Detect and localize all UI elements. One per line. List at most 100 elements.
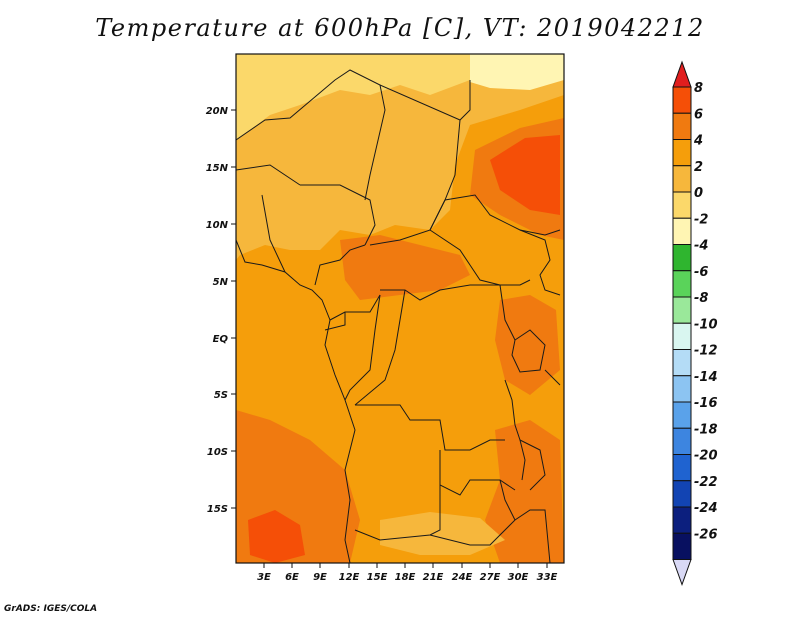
field-0to2-north [236, 54, 470, 140]
map-frame [235, 53, 565, 564]
colorbar-label: -2 [694, 212, 708, 227]
border-q [439, 450, 516, 496]
colorbar-label: -22 [694, 475, 718, 490]
border-i [429, 194, 561, 236]
lat-tick-label: 15S [207, 504, 228, 515]
lon-tick-label: 15E [367, 572, 388, 583]
coastline [236, 239, 356, 563]
colorbar-label: 4 [693, 134, 703, 149]
colorbar-label: -26 [694, 527, 718, 542]
colorbar-label: -4 [694, 239, 708, 254]
colorbar-swatch [672, 86, 692, 114]
lon-tick-label: 3E [257, 572, 271, 583]
lon-tick-label: 12E [339, 572, 360, 583]
colorbar-swatch [672, 296, 692, 324]
border-t [499, 479, 516, 521]
border-w [544, 369, 561, 386]
colorbar-swatch [672, 191, 692, 219]
colorbar-label: -20 [694, 449, 718, 464]
colorbar-swatch [672, 165, 692, 193]
colorbar-bottom-triangle [672, 559, 692, 586]
colorbar-swatch [672, 349, 692, 377]
border-k [380, 284, 500, 301]
lat-tick-label: 5N [213, 277, 229, 288]
colorbar-swatch [672, 480, 692, 508]
field-0to2-northeast [470, 54, 564, 90]
lat-tick-label: 5S [214, 390, 228, 401]
field-4to6-lakes [495, 295, 560, 395]
colorbar-swatch [672, 112, 692, 140]
grads-credit: GrADS: IGES/COLA [4, 604, 98, 614]
colorbar-swatch [672, 322, 692, 350]
lat-tick-label: 15N [206, 163, 229, 174]
country-borders [236, 69, 561, 563]
colorbar-swatch [672, 401, 692, 429]
colorbar-label: 8 [694, 81, 703, 96]
colorbar-label: -16 [694, 396, 718, 411]
lake-victoria-shore [511, 329, 546, 373]
border-d [300, 184, 376, 246]
border-h [369, 229, 531, 286]
lon-tick-label: 21E [423, 572, 444, 583]
border-f [261, 194, 286, 273]
lat-tick-label: 10N [206, 220, 229, 231]
colorbar: 8 6 4 2 0 -2 -4 -6 -8 -10 -12 -14 -16 -18 -20 -22 -24 -26 [672, 60, 718, 586]
colorbar-swatch [672, 270, 692, 298]
border-j [499, 284, 516, 341]
border-v [519, 229, 561, 296]
lon-tick-label: 27E [480, 572, 501, 583]
axis-ticks [231, 109, 548, 568]
colorbar-swatch [672, 506, 692, 534]
colorbar-label: 0 [694, 186, 703, 201]
colorbar-swatch [672, 532, 692, 560]
colorbar-label: 6 [694, 107, 703, 122]
colorbar-swatches [672, 60, 692, 586]
lon-tick-label: 9E [313, 572, 327, 583]
lon-tick-label: 33E [537, 572, 558, 583]
colorbar-swatch [672, 375, 692, 403]
field-6to8-southwest [248, 510, 305, 563]
colorbar-labels: 8 6 4 2 0 -2 -4 -6 -8 -10 -12 -14 -16 -18 -20 -22 -24 -26 [693, 81, 718, 542]
colorbar-swatch [672, 454, 692, 482]
border-g [314, 244, 366, 286]
great-rift-lake [504, 379, 526, 481]
colorbar-label: -10 [694, 317, 718, 332]
colorbar-label: -8 [694, 291, 708, 306]
colorbar-label: -24 [694, 501, 718, 516]
field-6to8-east [490, 135, 560, 215]
lat-tick-label: EQ [213, 334, 229, 345]
colorbar-swatch [672, 217, 692, 245]
lon-tick-label: 30E [508, 572, 529, 583]
temperature-field [236, 54, 564, 563]
border-o [354, 289, 406, 406]
lat-tick-labels: 20N 15N 10N 5N EQ 5S 10S 15S [206, 106, 229, 515]
border-u [519, 439, 546, 491]
colorbar-label: -14 [694, 370, 718, 385]
colorbar-swatch [672, 244, 692, 272]
colorbar-swatch [672, 427, 692, 455]
field-4to6-central [340, 235, 470, 300]
lon-tick-label: 18E [395, 572, 416, 583]
colorbar-swatch [672, 139, 692, 167]
map-title: Temperature at 600hPa [C], VT: 201904221… [95, 14, 705, 42]
field-2to4-north [236, 54, 564, 260]
colorbar-label: -12 [694, 344, 718, 359]
colorbar-label: -6 [694, 265, 708, 280]
colorbar-label: 2 [694, 160, 703, 175]
lat-tick-label: 10S [207, 447, 228, 458]
lat-tick-label: 20N [206, 106, 229, 117]
lon-tick-label: 6E [285, 572, 299, 583]
lon-tick-label: 24E [452, 572, 473, 583]
border-m [324, 312, 346, 331]
colorbar-label: -18 [694, 422, 718, 437]
border-e [236, 164, 301, 186]
lon-tick-labels: 3E 6E 9E 12E 15E 18E 21E 24E 27E 30E 33E [257, 572, 557, 583]
border-a [236, 69, 386, 201]
field-4to6-southeast [485, 420, 564, 563]
border-l [329, 294, 381, 321]
border-n [344, 294, 381, 401]
colorbar-top-triangle [672, 60, 692, 88]
field-2to4-south [380, 512, 505, 555]
border-b [379, 80, 471, 121]
